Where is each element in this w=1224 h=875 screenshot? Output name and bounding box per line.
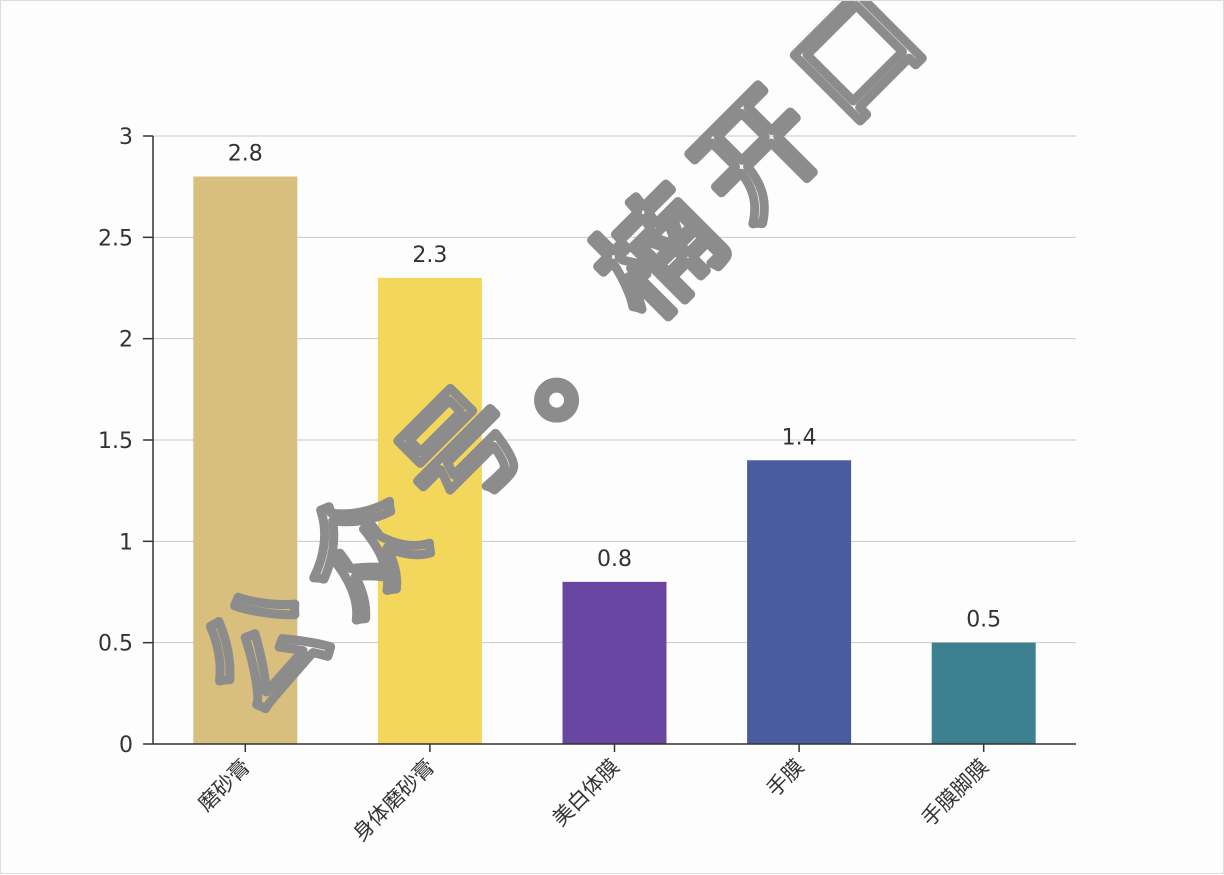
x-tick-label: 手膜脚膜: [917, 755, 993, 831]
y-tick-label: 0.5: [98, 632, 133, 657]
y-axis: 0 0.5 1 1.5 2 2.5 3: [98, 125, 154, 758]
data-label: 1.4: [782, 425, 817, 450]
y-tick-label: 1: [119, 530, 133, 555]
bar: [193, 176, 298, 745]
bar: [931, 642, 1036, 744]
x-tick-label: 美白体膜: [548, 755, 624, 831]
y-tick-label: 3: [119, 125, 133, 150]
y-tick-label: 1.5: [98, 429, 133, 454]
data-label: 2.3: [412, 243, 447, 268]
y-tick-label: 2.5: [98, 226, 133, 251]
bar: [377, 277, 482, 744]
x-tick-label: 身体磨砂膏: [348, 755, 439, 846]
data-label: 2.8: [228, 142, 263, 167]
bar: [747, 460, 852, 744]
y-tick-label: 2: [119, 328, 133, 353]
bar: [562, 581, 667, 744]
x-axis: 磨砂膏 身体磨砂膏 美白体膜 手膜 手膜脚膜: [153, 743, 1076, 846]
y-tick-label: 0: [119, 733, 133, 758]
data-label: 0.5: [966, 608, 1001, 633]
x-tick-label: 磨砂膏: [193, 755, 255, 817]
gridlines: [153, 135, 1076, 644]
x-tick-label: 手膜: [762, 755, 809, 802]
value-labels: 2.8 2.3 0.8 1.4 0.5: [228, 142, 1001, 633]
data-label: 0.8: [597, 547, 632, 572]
bars: [193, 176, 1036, 745]
